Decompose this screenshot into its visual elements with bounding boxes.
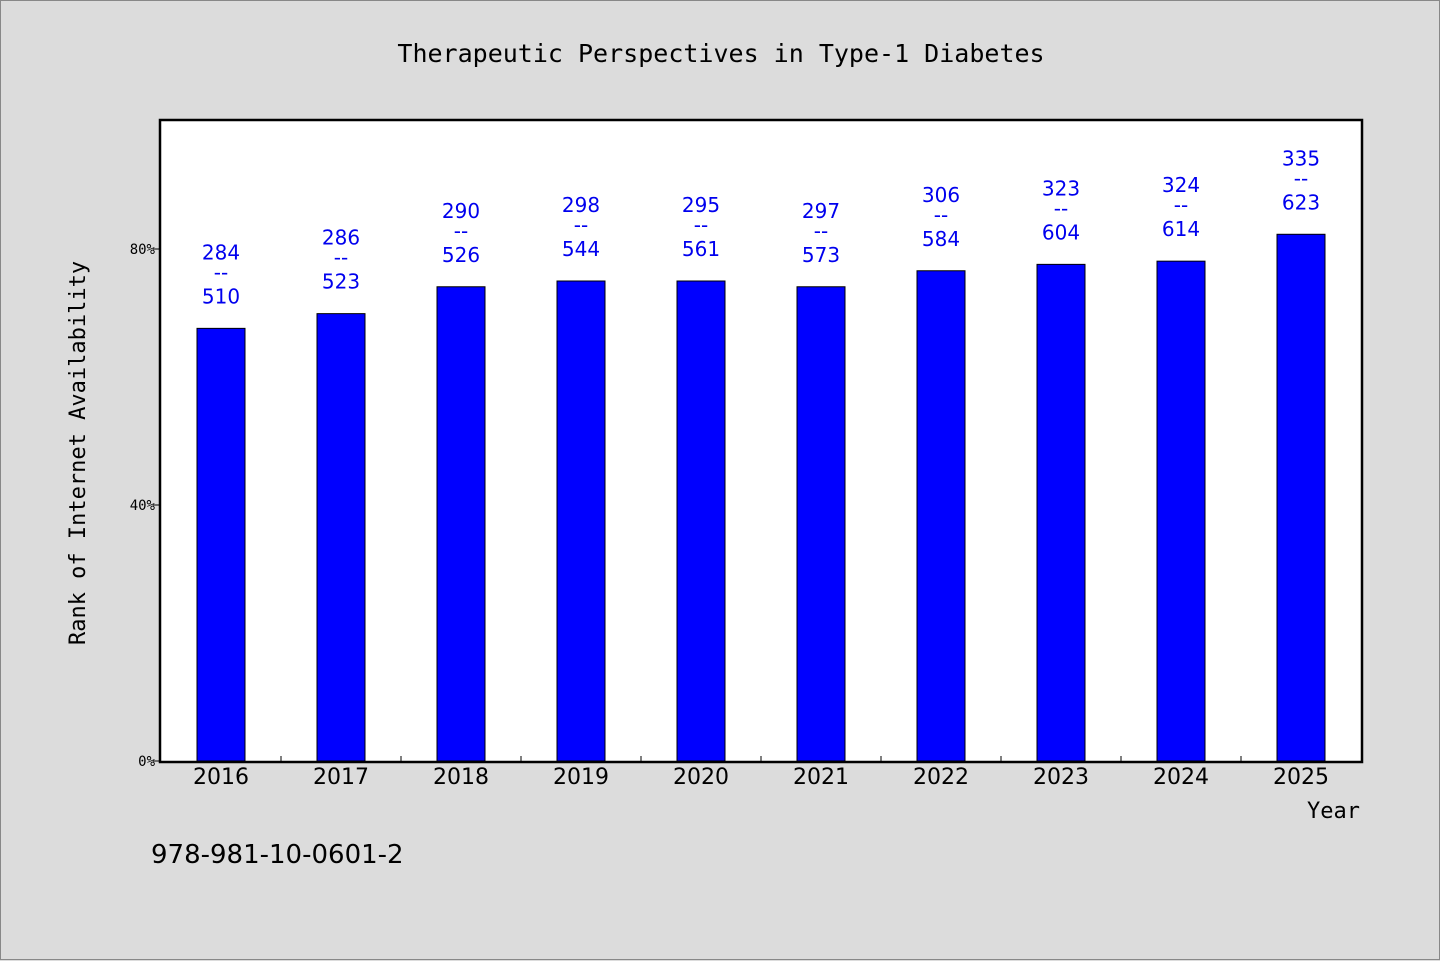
data-label-2019-top: 298	[562, 193, 600, 217]
bar-2020	[676, 280, 726, 762]
isbn-text: 978-981-10-0601-2	[151, 840, 404, 870]
y-axis-label: Rank of Internet Availability	[66, 261, 91, 645]
x-tick-label-2017: 2017	[313, 765, 369, 790]
data-label-2016-top: 284	[202, 240, 240, 264]
data-label-2016-sep: --	[214, 260, 228, 284]
bar-2022	[916, 270, 966, 762]
y-tick-label: 0%	[138, 754, 155, 770]
data-labels-group: 284--510286--523290--526298--544295--561…	[202, 146, 1320, 308]
data-label-2022-bottom: 584	[922, 227, 960, 251]
data-label-2020-top: 295	[682, 193, 720, 217]
chart-title: Therapeutic Perspectives in Type-1 Diabe…	[397, 39, 1044, 68]
data-label-2018-top: 290	[442, 199, 480, 223]
bar-2023	[1036, 263, 1086, 762]
x-tick-label-2018: 2018	[433, 765, 489, 790]
y-tick-label: 40%	[130, 498, 156, 514]
data-label-2018-bottom: 526	[442, 243, 480, 267]
data-label-2021-bottom: 573	[802, 243, 840, 267]
bar-2019	[556, 280, 606, 762]
data-label-2024-bottom: 614	[1162, 217, 1200, 241]
x-tick-label-2023: 2023	[1033, 765, 1089, 790]
x-tick-label-2021: 2021	[793, 765, 849, 790]
y-tick-label: 80%	[130, 242, 156, 258]
data-label-2020-bottom: 561	[682, 237, 720, 261]
x-tick-label-2020: 2020	[673, 765, 729, 790]
data-label-2017-bottom: 523	[322, 270, 360, 294]
y-axis-ticks: 0% 40% 80%	[130, 242, 161, 770]
plot-border	[158, 118, 1364, 764]
data-label-2025-bottom: 623	[1282, 190, 1320, 214]
data-label-2023-bottom: 604	[1042, 220, 1080, 244]
data-label-2018-sep: --	[454, 219, 468, 243]
data-label-2016-bottom: 510	[202, 284, 240, 308]
data-label-2022-top: 306	[922, 183, 960, 207]
bar-2017	[316, 313, 366, 762]
bar-2021	[796, 286, 846, 762]
data-label-2021-sep: --	[814, 219, 828, 243]
data-label-2017-top: 286	[322, 226, 360, 250]
bar-2016	[196, 327, 246, 762]
data-label-2025-top: 335	[1282, 146, 1320, 170]
data-label-2019-bottom: 544	[562, 237, 600, 261]
x-tick-label-2024: 2024	[1153, 765, 1209, 790]
data-label-2024-top: 324	[1162, 173, 1200, 197]
data-label-2017-sep: --	[334, 246, 348, 270]
x-tick-label-2016: 2016	[193, 765, 249, 790]
x-tick-label-2025: 2025	[1273, 765, 1329, 790]
bar-2025	[1276, 233, 1326, 762]
bars-group	[196, 233, 1326, 762]
data-label-2020-sep: --	[694, 213, 708, 237]
data-label-2021-top: 297	[802, 199, 840, 223]
data-label-2019-sep: --	[574, 213, 588, 237]
data-label-2023-sep: --	[1054, 196, 1068, 220]
bar-2018	[436, 286, 486, 762]
x-axis-ticks: 2016 2017 2018 2019 2020 2021 2022 2023 2024 2025	[193, 756, 1329, 790]
x-tick-label-2022: 2022	[913, 765, 969, 790]
data-label-2025-sep: --	[1294, 166, 1308, 190]
x-axis-label: Year	[1307, 799, 1360, 824]
x-tick-label-2019: 2019	[553, 765, 609, 790]
data-label-2023-top: 323	[1042, 176, 1080, 200]
data-label-2024-sep: --	[1174, 193, 1188, 217]
bar-2024	[1156, 260, 1206, 762]
data-label-2022-sep: --	[934, 203, 948, 227]
